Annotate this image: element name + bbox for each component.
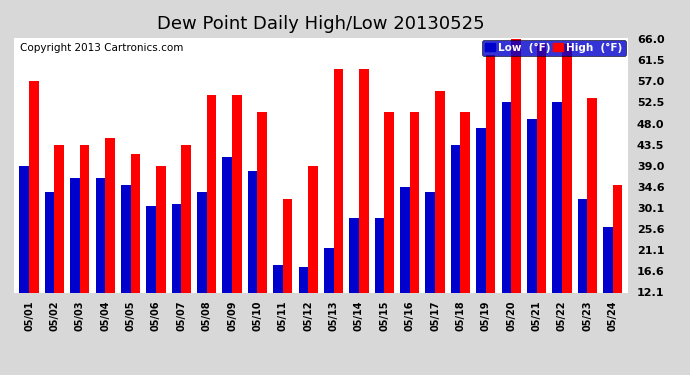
Legend: Low  (°F), High  (°F): Low (°F), High (°F) (482, 40, 626, 56)
Bar (400, 187, 410, 350)
Bar (156, 166, 166, 350)
Bar (80, 145, 90, 350)
Bar (45, 192, 55, 350)
Bar (426, 192, 435, 350)
Bar (232, 95, 241, 350)
Bar (146, 206, 156, 350)
Bar (197, 192, 207, 350)
Bar (511, 39, 521, 350)
Bar (70, 178, 80, 350)
Bar (562, 44, 571, 350)
Bar (105, 138, 115, 350)
Bar (435, 91, 444, 350)
Bar (130, 154, 140, 350)
Bar (502, 102, 511, 350)
Bar (55, 145, 64, 350)
Bar (333, 69, 343, 350)
Bar (95, 178, 105, 350)
Bar (248, 171, 257, 350)
Bar (451, 145, 460, 350)
Bar (273, 265, 283, 350)
Bar (375, 218, 384, 350)
Bar (486, 56, 495, 350)
Bar (410, 112, 420, 350)
Bar (172, 204, 181, 350)
Bar (587, 98, 597, 350)
Bar (207, 95, 216, 350)
Bar (283, 199, 293, 350)
Text: Copyright 2013 Cartronics.com: Copyright 2013 Cartronics.com (20, 43, 184, 52)
Bar (537, 44, 546, 350)
Bar (308, 166, 318, 350)
Bar (121, 185, 130, 350)
Bar (324, 248, 333, 350)
Bar (349, 218, 359, 350)
Bar (476, 128, 486, 350)
Bar (384, 112, 394, 350)
Bar (578, 199, 587, 350)
Bar (299, 267, 308, 350)
Bar (527, 119, 537, 350)
Bar (359, 69, 368, 350)
Bar (603, 227, 613, 350)
Title: Dew Point Daily High/Low 20130525: Dew Point Daily High/Low 20130525 (157, 15, 484, 33)
Bar (19, 166, 29, 350)
Bar (181, 145, 191, 350)
Bar (552, 102, 562, 350)
Bar (222, 156, 232, 350)
Bar (257, 112, 267, 350)
Bar (460, 112, 470, 350)
Bar (29, 81, 39, 350)
Bar (613, 185, 622, 350)
